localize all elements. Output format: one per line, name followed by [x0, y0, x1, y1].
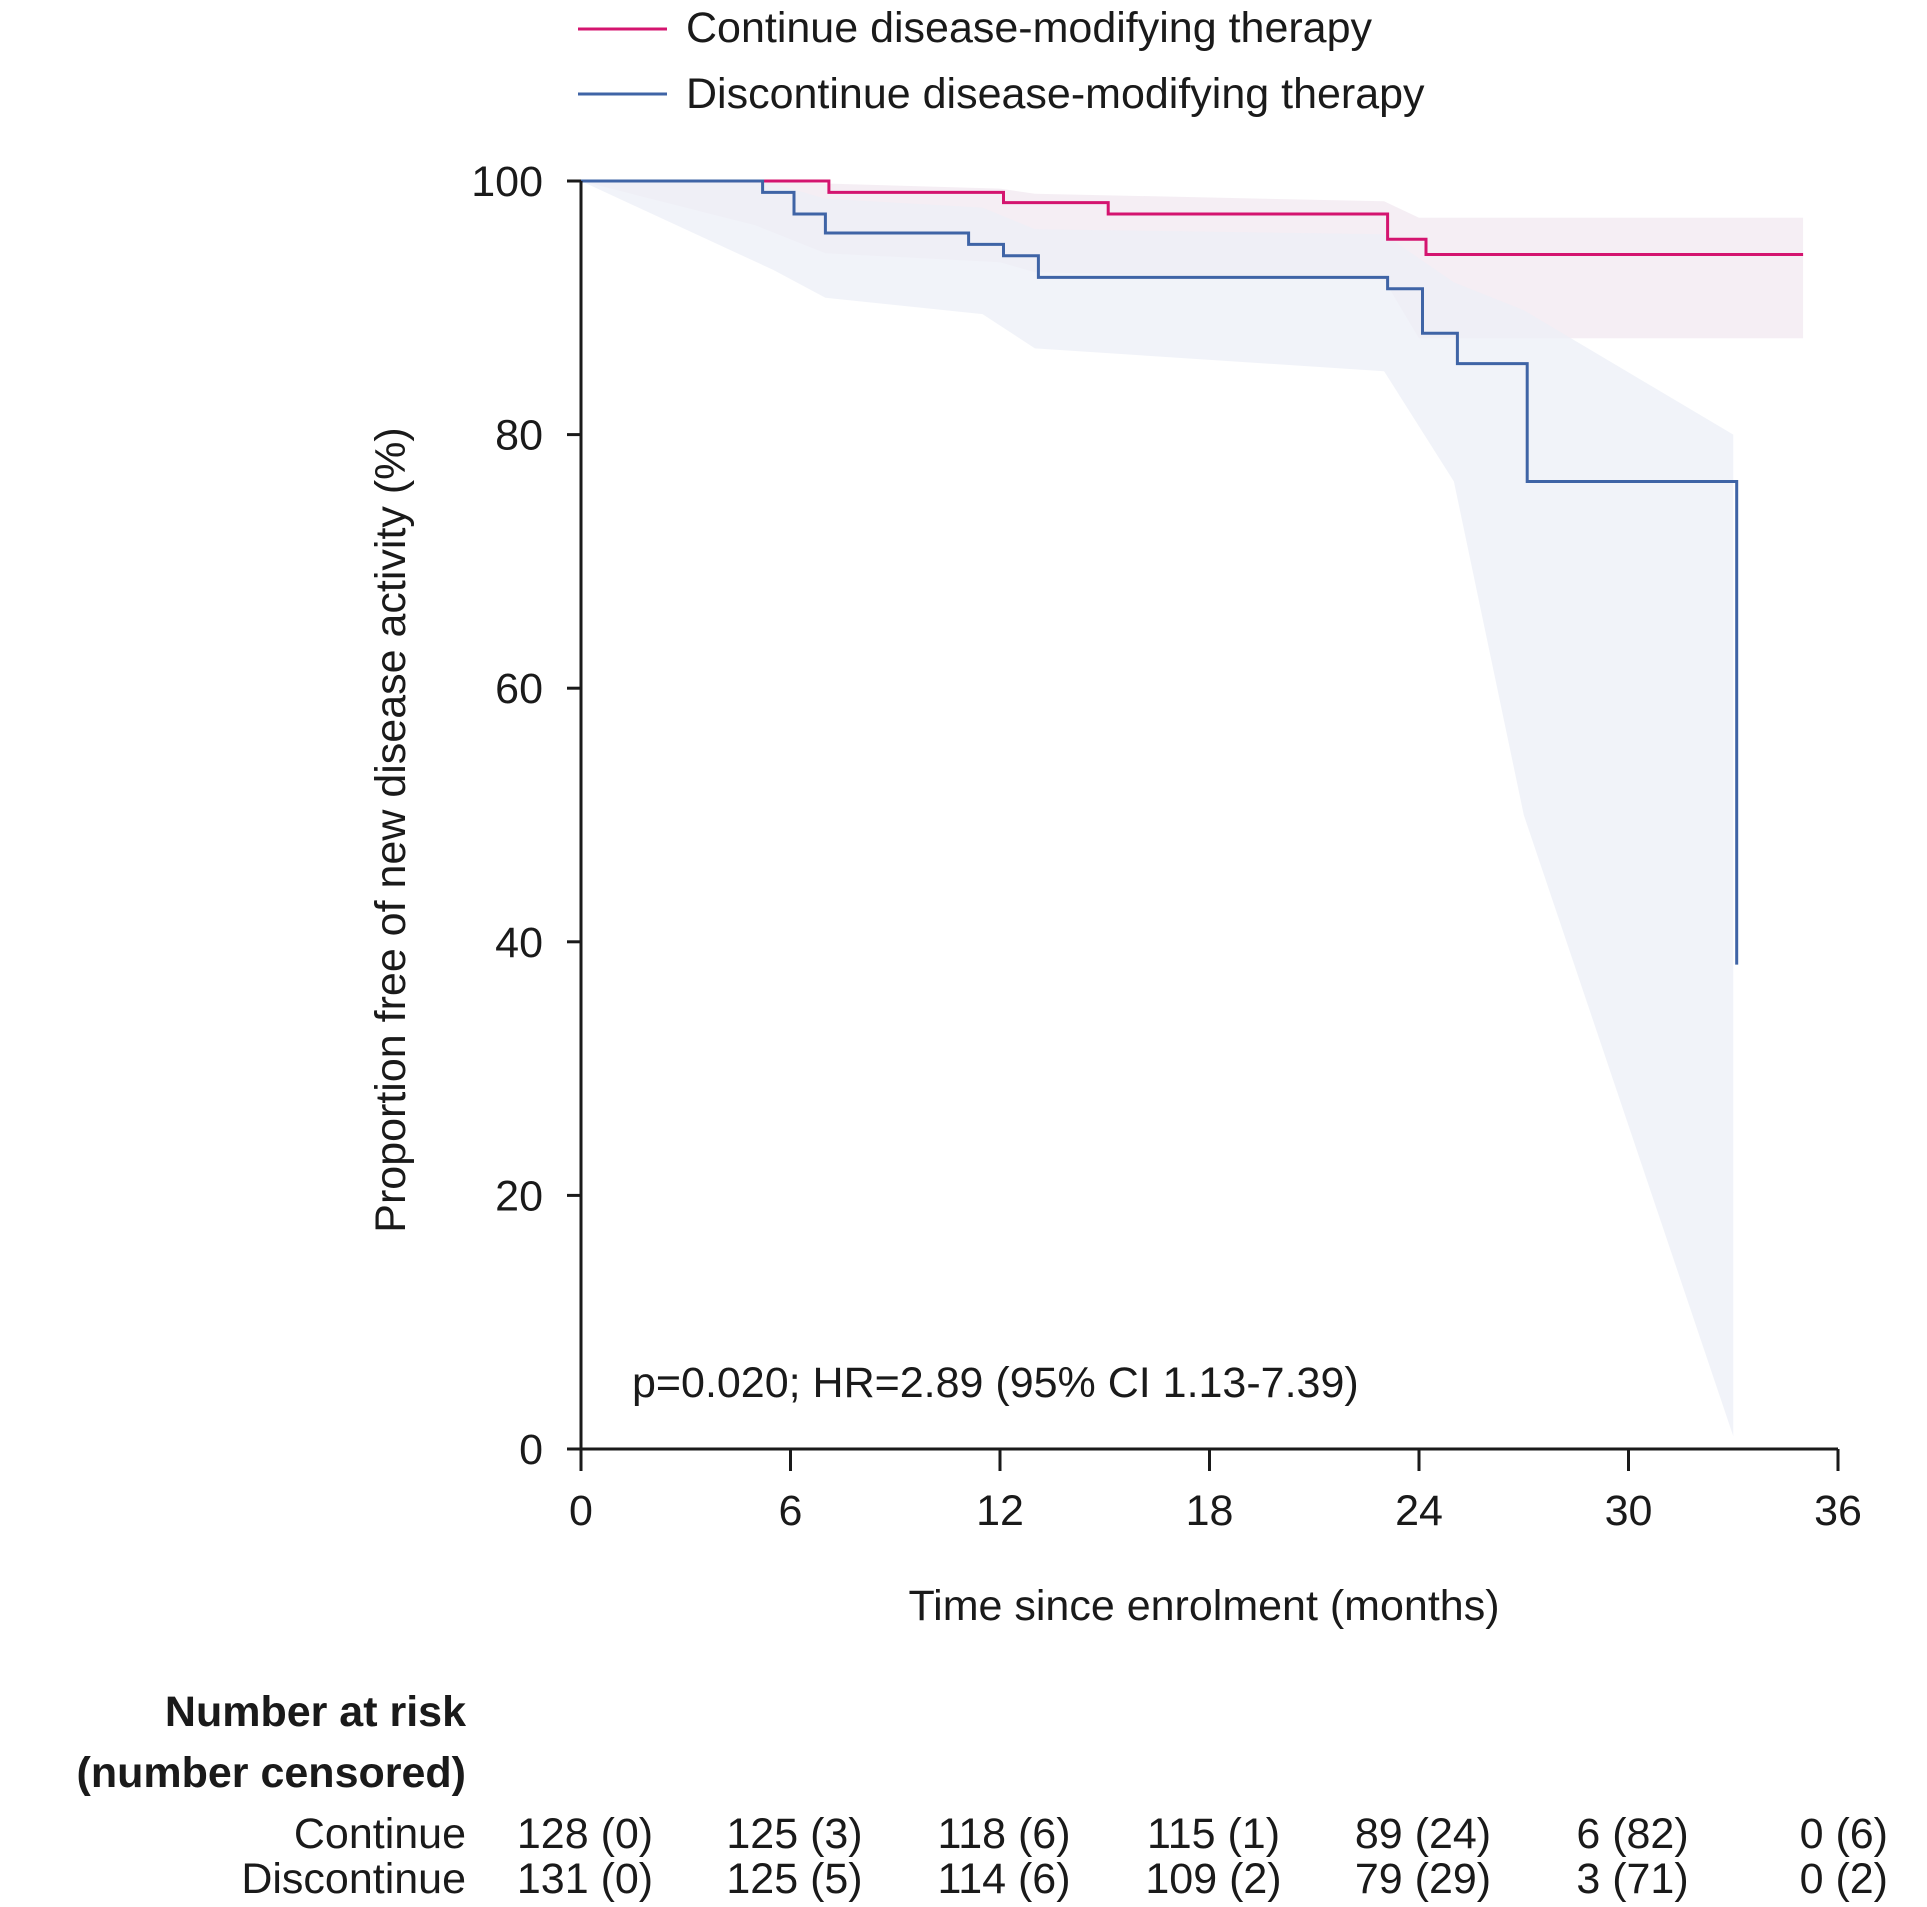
risk-cell-discontinue: 0 (2): [1800, 1855, 1888, 1903]
risk-row-label-continue: Continue: [294, 1810, 466, 1858]
risk-cell-continue: 128 (0): [517, 1810, 653, 1858]
risk-cell-discontinue: 79 (29): [1355, 1855, 1491, 1903]
y-tick-label: 100: [471, 158, 543, 206]
y-tick-label: 0: [519, 1426, 543, 1474]
x-tick-label: 36: [1814, 1487, 1862, 1535]
x-ticks: 0 6 12 18 24 30 36: [569, 1449, 1862, 1535]
risk-cell-continue: 118 (6): [937, 1810, 1070, 1858]
curve-continue: [581, 179, 1804, 256]
x-tick-label: 6: [779, 1487, 803, 1535]
risk-table-title: Number at risk: [165, 1688, 466, 1736]
y-tick-label: 40: [495, 919, 543, 967]
y-tick-label: 20: [495, 1172, 543, 1220]
y-axis-label: Proportion free of new disease activity …: [367, 427, 415, 1232]
risk-cell-continue: 0 (6): [1800, 1810, 1888, 1858]
y-ticks: 0 20 40 60 80 100: [471, 158, 581, 1474]
y-tick-label: 60: [495, 665, 543, 713]
y-tick-label: 80: [495, 412, 543, 460]
curve-discontinue: [581, 179, 1739, 965]
risk-cell-discontinue: 109 (2): [1145, 1855, 1281, 1903]
survival-curves: [581, 179, 1804, 965]
risk-cell-continue: 115 (1): [1147, 1810, 1280, 1858]
x-tick-label: 30: [1605, 1487, 1653, 1535]
ci-band-discontinue: [581, 181, 1734, 1437]
legend: Continue disease-modifying therapy Disco…: [578, 4, 1425, 118]
risk-table: Number at risk (number censored) Continu…: [77, 1688, 1888, 1903]
risk-cell-continue: 89 (24): [1355, 1810, 1491, 1858]
risk-cell-continue: 6 (82): [1576, 1810, 1688, 1858]
risk-table-subtitle: (number censored): [77, 1749, 466, 1797]
legend-label-continue: Continue disease-modifying therapy: [686, 4, 1373, 52]
x-tick-label: 0: [569, 1487, 593, 1535]
stats-annotation: p=0.020; HR=2.89 (95% CI 1.13-7.39): [632, 1359, 1359, 1407]
x-axis-label: Time since enrolment (months): [908, 1582, 1499, 1630]
x-tick-label: 18: [1186, 1487, 1234, 1535]
risk-cell-discontinue: 114 (6): [937, 1855, 1070, 1903]
x-tick-label: 24: [1395, 1487, 1443, 1535]
legend-label-discontinue: Discontinue disease-modifying therapy: [686, 70, 1425, 118]
risk-cell-discontinue: 3 (71): [1576, 1855, 1688, 1903]
confidence-bands: [581, 181, 1804, 1437]
risk-cell-continue: 125 (3): [726, 1810, 862, 1858]
axes: 0 20 40 60 80 100 0 6 12 18 24 30 36: [471, 158, 1862, 1535]
risk-cell-discontinue: 131 (0): [517, 1855, 653, 1903]
risk-cell-discontinue: 125 (5): [726, 1855, 862, 1903]
x-tick-label: 12: [976, 1487, 1024, 1535]
risk-row-label-discontinue: Discontinue: [241, 1855, 466, 1903]
risk-cells: 128 (0) 125 (3) 118 (6) 115 (1) 89 (24) 6 (82…: [517, 1810, 1888, 1903]
